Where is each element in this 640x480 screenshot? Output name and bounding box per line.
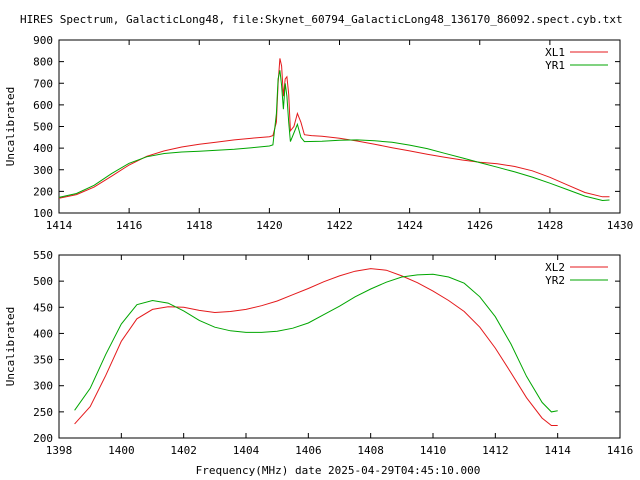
legend-label-xl1: XL1 [545,46,565,59]
chart-panel-bottom: 200 250 300 350 400 450 500 550 1398 1400 1402 1404… [4,249,633,457]
x-tick-label: 1414 [46,219,73,232]
x-tick-label: 1404 [233,444,260,457]
y-tick-label: 300 [33,164,53,177]
y-tick-label: 400 [33,327,53,340]
legend-label-yr2: YR2 [545,274,565,287]
x-tick-label: 1408 [357,444,384,457]
plot-frame [58,254,621,439]
plot-frame [58,39,621,214]
y-tick-label: 700 [33,77,53,90]
y-axis-label: Uncalibrated [4,87,17,166]
y-tick-label: 450 [33,301,53,314]
x-tick-label: 1412 [482,444,509,457]
y-tick-label: 600 [33,99,53,112]
x-tick-label: 1416 [607,444,634,457]
x-tick-label: 1398 [46,444,73,457]
x-tick-label: 1406 [295,444,322,457]
x-tick-label: 1416 [116,219,143,232]
y-tick-label: 200 [33,432,53,445]
y-tick-label: 550 [33,249,53,262]
y-tick-label: 100 [33,207,53,220]
x-tick-label: 1402 [170,444,197,457]
x-tick-label: 1422 [326,219,353,232]
y-axis-label: Uncalibrated [4,307,17,386]
y-tick-label: 900 [33,34,53,47]
y-tick-label: 200 [33,185,53,198]
legend-label-xl2: XL2 [545,261,565,274]
series-line-xl2 [74,268,558,426]
x-tick-label: 1410 [420,444,447,457]
y-tick-label: 800 [33,56,53,69]
series-line-yr2 [74,273,558,413]
y-tick-label: 250 [33,406,53,419]
x-tick-label: 1430 [607,219,634,232]
x-tick-label: 1418 [186,219,213,232]
y-tick-label: 500 [33,275,53,288]
y-tick-label: 300 [33,380,53,393]
x-axis-label: Frequency(MHz) date 2025-04-29T04:45:10.… [196,464,481,477]
x-tick-label: 1400 [108,444,135,457]
y-tick-label: 400 [33,142,53,155]
x-tick-label: 1428 [537,219,564,232]
chart-panel-top: 100 200 300 400 500 600 700 800 900 1414 1416 1418 1… [4,34,633,232]
legend-label-yr1: YR1 [545,59,565,72]
figure-title: HIRES Spectrum, GalacticLong48, file:Sky… [20,13,623,26]
series-line-xl1 [58,58,610,199]
series-line-yr1 [58,70,610,202]
x-tick-label: 1424 [396,219,423,232]
x-tick-label: 1426 [467,219,494,232]
y-tick-label: 500 [33,121,53,134]
x-tick-label: 1420 [256,219,283,232]
y-tick-label: 350 [33,354,53,367]
x-tick-label: 1414 [544,444,571,457]
